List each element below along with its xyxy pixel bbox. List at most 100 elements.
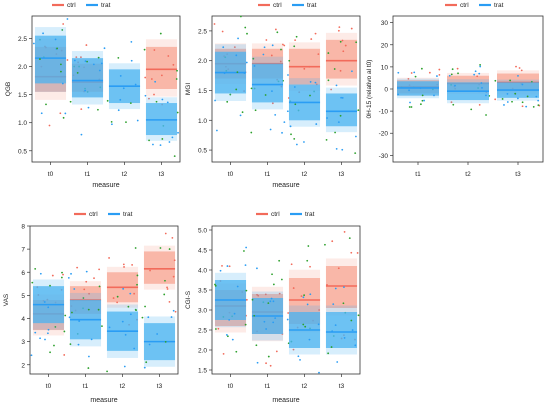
x-tick-label: t3 — [157, 383, 163, 390]
data-point — [409, 101, 411, 104]
data-point — [327, 79, 330, 82]
data-point — [342, 302, 345, 305]
data-point — [337, 267, 340, 270]
data-point — [159, 32, 162, 35]
data-point — [176, 111, 179, 114]
data-point — [339, 40, 342, 43]
data-point — [117, 109, 120, 112]
y-tick-label: 3 — [21, 339, 25, 346]
data-point — [135, 309, 137, 312]
data-point — [308, 65, 311, 68]
y-tick-label: 2.5 — [198, 28, 207, 35]
data-point — [518, 67, 521, 69]
chart-panel-2: -30 -20 -10 0 10 20 30 0H-15 (relativo al t0) t1… — [366, 2, 544, 178]
data-point — [119, 98, 122, 101]
data-point — [47, 328, 50, 331]
data-point — [87, 106, 90, 109]
legend: ctrl trat — [256, 211, 315, 218]
data-point — [245, 61, 248, 64]
data-point — [357, 314, 360, 317]
data-point — [241, 111, 244, 114]
data-point — [244, 26, 247, 29]
data-point — [221, 264, 223, 267]
y-tick-label: 1.5 — [198, 88, 207, 95]
data-point — [245, 246, 248, 249]
data-point — [171, 136, 174, 139]
data-point — [525, 105, 528, 108]
data-point — [474, 70, 477, 73]
data-point — [112, 297, 115, 299]
data-point — [145, 361, 148, 364]
data-point — [171, 236, 174, 239]
data-point — [344, 44, 347, 47]
data-point — [423, 99, 425, 102]
data-point — [410, 106, 413, 108]
y-tick-label: 2 — [21, 362, 25, 369]
data-point — [397, 93, 400, 96]
data-point — [125, 121, 127, 124]
data-point — [272, 283, 275, 286]
trat-box — [325, 93, 358, 127]
data-point — [397, 71, 400, 74]
data-point — [76, 266, 79, 269]
data-point — [127, 305, 130, 308]
data-point — [350, 27, 353, 30]
y-tick-label: -30 — [379, 153, 389, 160]
data-point — [47, 306, 50, 309]
data-point — [56, 47, 58, 50]
data-point — [170, 316, 173, 318]
data-point — [331, 330, 334, 333]
data-point — [283, 44, 286, 47]
data-point — [90, 338, 93, 341]
data-point — [61, 271, 63, 274]
y-tick-label: 1.0 — [198, 118, 207, 125]
data-point — [438, 73, 441, 76]
data-point — [511, 100, 513, 103]
trat-box — [145, 103, 178, 136]
data-point — [175, 78, 178, 80]
data-point — [307, 245, 310, 247]
x-tick-label: t1 — [85, 171, 91, 178]
y-tick-label: 2.5 — [18, 36, 27, 43]
data-point — [414, 75, 417, 78]
data-point — [295, 143, 298, 146]
data-point — [334, 131, 336, 134]
chart-panel-0: 0.5 1.0 1.5 2.0 2.5 QGB t0 t1 t2 t3 measure ctrl tra… — [5, 2, 181, 189]
data-point — [121, 320, 124, 323]
data-point — [290, 263, 293, 266]
data-point — [318, 371, 320, 374]
data-point — [293, 45, 296, 48]
data-point — [110, 120, 113, 123]
data-point — [290, 133, 292, 136]
data-point — [233, 46, 236, 49]
data-point — [354, 152, 357, 155]
x-axis-label: measure — [272, 182, 299, 189]
data-point — [172, 275, 175, 278]
data-point — [271, 44, 274, 47]
legend-label-trat: trat — [101, 2, 111, 9]
x-tick-label: t1 — [265, 171, 271, 178]
data-point — [143, 366, 146, 369]
data-point — [473, 73, 476, 76]
data-point — [408, 106, 411, 108]
legend: ctrl trat — [258, 2, 317, 9]
data-point — [269, 128, 272, 131]
data-point — [243, 72, 246, 74]
data-point — [84, 60, 87, 63]
data-point — [244, 264, 247, 267]
data-point — [454, 84, 456, 87]
data-point — [309, 293, 312, 296]
legend: ctrl trat — [445, 2, 504, 9]
data-point — [253, 65, 256, 67]
data-point — [274, 317, 277, 320]
data-point — [122, 87, 125, 90]
data-point — [271, 102, 274, 105]
data-point — [485, 114, 487, 116]
data-point — [256, 361, 259, 364]
data-point — [92, 63, 95, 66]
data-point — [88, 355, 90, 358]
x-axis-label: measure — [92, 182, 119, 189]
data-point — [272, 321, 275, 324]
data-point — [481, 86, 483, 89]
data-point — [281, 131, 283, 134]
